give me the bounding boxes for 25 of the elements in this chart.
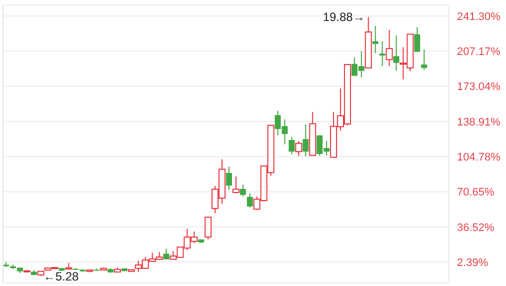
candlestick: [163, 248, 170, 260]
candlestick: [379, 40, 386, 67]
y-tick-label: 207.17%: [457, 46, 501, 58]
candlestick: [246, 192, 253, 208]
y-tick-label: 2.39%: [457, 256, 488, 269]
y-tick-label: 138.91%: [457, 116, 501, 128]
annotation: 19.88→: [322, 10, 365, 24]
candlestick: [414, 26, 420, 52]
y-tick-label: 70.65%: [457, 186, 495, 199]
candlestick: [295, 140, 302, 156]
candlestick: [372, 25, 378, 54]
candlestick: [226, 166, 232, 190]
y-tick-label: 36.52%: [457, 222, 495, 234]
y-tick-label: 241.30%: [457, 10, 501, 23]
candlestick: [288, 136, 295, 155]
candlestick: [232, 176, 240, 194]
y-tick-label: 173.04%: [457, 81, 501, 94]
candlestick: [421, 48, 428, 70]
candlestick: [302, 124, 309, 157]
annotation: ←5.28: [43, 269, 80, 284]
candlestick: [240, 184, 246, 198]
candlestick: [393, 34, 400, 72]
candlestick: [386, 29, 393, 67]
y-tick-label: 104.78%: [457, 151, 501, 164]
candlestick: [204, 216, 212, 240]
